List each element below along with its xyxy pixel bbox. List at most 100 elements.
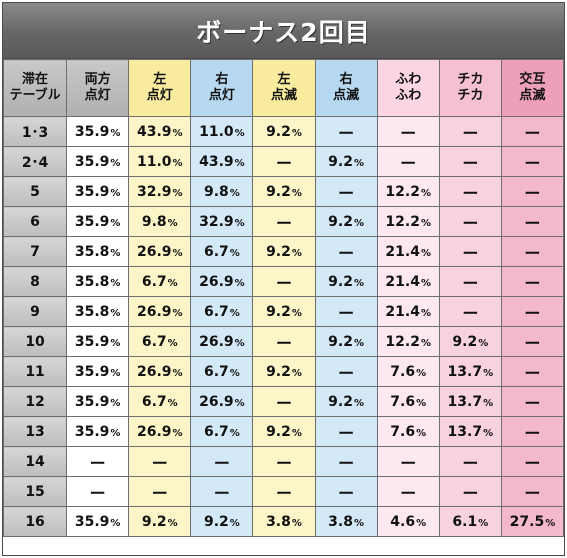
table-cell: ー <box>314 176 378 207</box>
row-label: 13 <box>2 416 68 447</box>
table-cell: 9.2% <box>252 356 316 387</box>
dash-mark: ー <box>338 483 355 503</box>
cell-value: 13.7 <box>447 393 483 410</box>
percent-sign: % <box>167 277 178 289</box>
table-row: 13 35.9% 26.9% 6.7% 9.2% ー 7.6% 13.7% ー <box>2 416 565 447</box>
dash-mark: ー <box>400 483 417 503</box>
table-cell: 13.7% <box>438 356 502 387</box>
percent-sign: % <box>229 247 240 259</box>
table-cell: 35.9% <box>66 356 130 387</box>
table-cell: ー <box>438 206 502 237</box>
percent-sign: % <box>110 427 121 439</box>
percent-sign: % <box>110 337 121 349</box>
table-cell: 26.9% <box>128 296 192 327</box>
table-cell: 12.2% <box>376 326 440 357</box>
table-cell: 35.9% <box>66 176 130 207</box>
table-row: 1･3 35.9% 43.9% 11.0% 9.2% ーーーー <box>2 116 565 147</box>
cell-value: 26.9 <box>199 393 234 410</box>
percent-sign: % <box>416 517 427 529</box>
cell-value: 26.9 <box>199 273 234 290</box>
cell-value: 4.6 <box>390 513 416 530</box>
header-text-line: 点滅 <box>270 88 297 103</box>
percent-sign: % <box>172 157 183 169</box>
table-cell: ー <box>500 296 565 327</box>
dash-mark: ー <box>524 333 541 353</box>
cell-value: 9.2 <box>203 513 229 530</box>
cell-value: 21.4 <box>385 273 420 290</box>
header-text-line: ふわ <box>395 72 422 87</box>
table-cell: 6.7% <box>128 266 192 297</box>
table-cell: 9.2% <box>314 206 378 237</box>
table-row: 16 35.9% 9.2% 9.2% 3.8% 3.8% 4.6% 6.1% 27.5% <box>2 506 565 537</box>
table-cell: 27.5% <box>500 506 565 537</box>
cell-value: 13.7 <box>447 423 483 440</box>
percent-sign: % <box>291 517 302 529</box>
percent-sign: % <box>229 517 240 529</box>
table-cell: 26.9% <box>190 266 254 297</box>
dash-mark: ー <box>338 123 355 143</box>
percent-sign: % <box>416 367 427 379</box>
percent-sign: % <box>353 517 365 529</box>
percent-sign: % <box>110 187 121 199</box>
percent-sign: % <box>483 367 494 379</box>
cell-value: 35.8 <box>74 273 110 290</box>
header-text-line: チカ <box>457 72 484 87</box>
table-cell: ー <box>500 446 565 477</box>
dash-mark: ー <box>275 393 292 413</box>
dash-mark: ー <box>400 153 417 173</box>
table-row: 2･4 35.9% 11.0% 43.9% ー 9.2% ーーー <box>2 146 565 177</box>
dash-mark: ー <box>89 483 106 503</box>
dash-mark: ー <box>213 483 230 503</box>
header-right-blink: 右点滅 <box>314 59 378 117</box>
percent-sign: % <box>291 247 302 259</box>
cell-value: 6.7 <box>203 423 229 440</box>
probability-table: 滞在 テーブル 両方 点灯左点灯右点灯左点滅右点滅 ふわ ふわ チカ チカ 交互 点滅 1･3 35… <box>2 59 565 537</box>
table-cell: ー <box>376 476 440 507</box>
table-cell: 9.2% <box>314 326 378 357</box>
table-cell: ー <box>438 446 502 477</box>
table-cell: 26.9% <box>128 356 192 387</box>
table-cell: 9.2% <box>252 416 316 447</box>
table-cell: ー <box>376 116 440 147</box>
table-cell: 35.8% <box>66 236 130 267</box>
cell-value: 6.7 <box>141 393 167 410</box>
dash-mark: ー <box>462 183 479 203</box>
row-label: 9 <box>2 296 68 327</box>
percent-sign: % <box>478 337 489 349</box>
table-cell: 3.8% <box>252 506 316 537</box>
dash-mark: ー <box>338 363 355 383</box>
header-text-line: 点滅 <box>333 88 360 103</box>
table-body: 1･3 35.9% 43.9% 11.0% 9.2% ーーーー 2･4 35.9% 11.0% 4… <box>2 116 565 537</box>
title-bar: ボーナス2回目 <box>3 3 564 59</box>
table-cell: 21.4% <box>376 266 440 297</box>
cell-value: 7.6 <box>390 423 416 440</box>
table-cell: 35.9% <box>66 326 130 357</box>
dash-mark: ー <box>275 483 292 503</box>
header-text-line: 点灯 <box>84 88 111 103</box>
percent-sign: % <box>420 247 431 259</box>
table-cell: 43.9% <box>190 146 254 177</box>
cell-value: 26.9 <box>136 423 172 440</box>
cell-value: 9.2 <box>328 393 353 410</box>
header-right-lit: 右点灯 <box>190 59 254 117</box>
percent-sign: % <box>416 427 427 439</box>
header-text-line: チカ <box>457 88 484 103</box>
header-text-line: 左 <box>153 72 167 87</box>
row-label: 16 <box>2 506 68 537</box>
percent-sign: % <box>234 217 245 229</box>
header-text-line: 交互 <box>519 72 546 87</box>
table-cell: ー <box>500 326 565 357</box>
cell-value: 11.0 <box>199 123 234 140</box>
dash-mark: ー <box>524 393 541 413</box>
row-label: 12 <box>2 386 68 417</box>
percent-sign: % <box>291 187 302 199</box>
cell-value: 35.9 <box>74 513 110 530</box>
row-label: 1･3 <box>2 116 68 147</box>
cell-value: 13.7 <box>447 363 483 380</box>
cell-value: 35.9 <box>74 393 110 410</box>
table-cell: 9.2% <box>314 386 378 417</box>
cell-value: 35.8 <box>74 243 110 260</box>
table-cell: 6.7% <box>190 236 254 267</box>
table-cell: 35.9% <box>66 116 130 147</box>
table-cell: ー <box>500 476 565 507</box>
